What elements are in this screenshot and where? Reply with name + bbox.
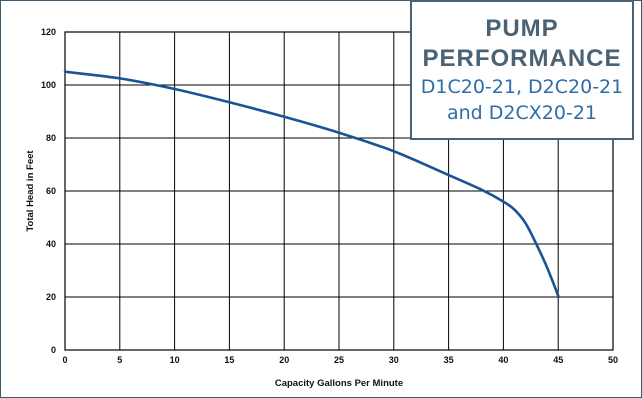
x-tick-label: 15 (224, 355, 234, 365)
x-tick-label: 40 (498, 355, 508, 365)
y-tick-label: 80 (46, 133, 56, 143)
y-axis-label: Total Head in Feet (25, 150, 36, 232)
x-tick-label: 45 (553, 355, 563, 365)
y-tick-label: 100 (41, 80, 56, 90)
performance-curve-0 (63, 70, 560, 297)
x-tick-label: 25 (334, 355, 344, 365)
y-tick-label: 60 (46, 186, 56, 196)
y-tick-label: 0 (51, 345, 56, 355)
chart-title-line-2: PERFORMANCE (422, 45, 622, 72)
chart-subtitle-line-1: D1C20-21, D2C20-21 (420, 76, 624, 98)
x-tick-label: 5 (117, 355, 122, 365)
title-box: PUMP PERFORMANCE D1C20-21, D2C20-21 and … (410, 0, 634, 140)
y-tick-label: 40 (46, 239, 56, 249)
y-tick-label: 120 (41, 27, 56, 37)
x-tick-label: 0 (62, 355, 67, 365)
x-tick-label: 50 (608, 355, 618, 365)
x-axis-label: Capacity Gallons Per Minute (275, 378, 403, 389)
curves (63, 70, 560, 297)
chart-subtitle-line-2: and D2CX20-21 (447, 102, 597, 124)
x-tick-label: 35 (444, 355, 454, 365)
plot-border (64, 31, 614, 351)
tick-labels: 0 5 10 15 20 25 30 35 40 45 50 0 20 40 60 80 100 120 (41, 27, 618, 365)
chart-title-line-1: PUMP (485, 15, 559, 42)
y-tick-label: 20 (46, 292, 56, 302)
x-tick-label: 10 (170, 355, 180, 365)
x-tick-label: 20 (279, 355, 289, 365)
x-tick-label: 30 (389, 355, 399, 365)
